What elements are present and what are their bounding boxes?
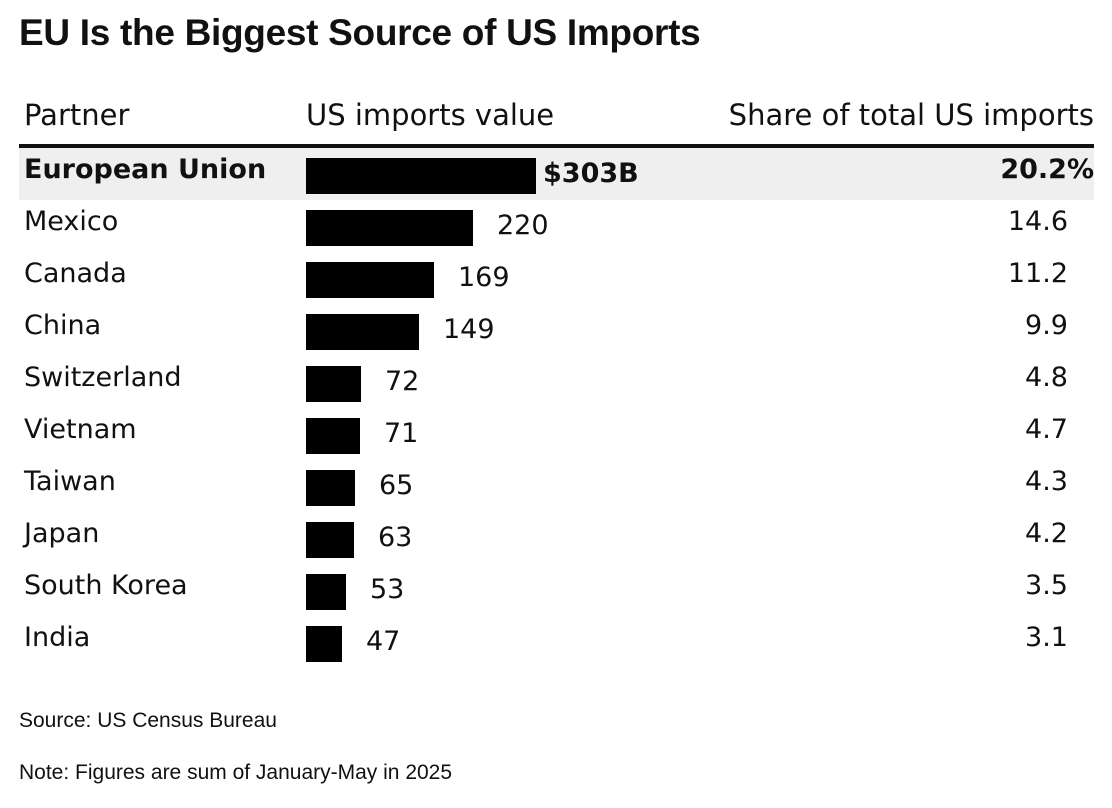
- partner-name: Japan: [24, 518, 100, 549]
- share-value: 3.5: [1025, 570, 1068, 601]
- share-value: 11.2: [1007, 258, 1068, 289]
- value-bar: [306, 262, 434, 298]
- value-label: 47: [366, 626, 401, 657]
- header-value: US imports value: [306, 98, 555, 132]
- share-value: 3.1: [1025, 622, 1068, 653]
- partner-name: China: [24, 310, 102, 341]
- partner-name: European Union: [24, 154, 267, 185]
- share-value: 20.2%: [1000, 154, 1094, 185]
- value-bar: [306, 314, 419, 350]
- value-label: $303B: [543, 158, 639, 189]
- header-share: Share of total US imports: [728, 98, 1094, 132]
- value-label: 71: [384, 418, 419, 449]
- partner-name: Canada: [24, 258, 127, 289]
- table-row: Mexico 220 14.6: [19, 200, 1094, 252]
- table-row: Switzerland 72 4.8: [19, 356, 1094, 408]
- table-row: India 47 3.1: [19, 616, 1094, 668]
- share-value: 4.7: [1025, 414, 1068, 445]
- value-label: 65: [379, 470, 414, 501]
- partner-name: South Korea: [24, 570, 188, 601]
- value-bar: [306, 626, 342, 662]
- header-partner: Partner: [24, 98, 130, 132]
- value-bar: [306, 210, 473, 246]
- value-label: 169: [458, 262, 510, 293]
- value-bar: [306, 366, 361, 402]
- table-row: Japan 63 4.2: [19, 512, 1094, 564]
- share-value: 9.9: [1025, 310, 1068, 341]
- value-bar: [306, 574, 346, 610]
- table-row: South Korea 53 3.5: [19, 564, 1094, 616]
- share-value: 4.2: [1025, 518, 1068, 549]
- partner-name: Switzerland: [24, 362, 182, 393]
- value-label: 149: [443, 314, 495, 345]
- table-row: Vietnam 71 4.7: [19, 408, 1094, 460]
- value-bar: [306, 470, 355, 506]
- share-value: 4.8: [1025, 362, 1068, 393]
- value-bar: [306, 158, 536, 194]
- source-note: Source: US Census Bureau: [19, 709, 277, 732]
- value-label: 72: [385, 366, 420, 397]
- partner-name: Mexico: [24, 206, 119, 237]
- header-rule: [19, 144, 1094, 148]
- value-bar: [306, 418, 360, 454]
- table-row: China 149 9.9: [19, 304, 1094, 356]
- partner-name: India: [24, 622, 91, 653]
- value-label: 220: [497, 210, 549, 241]
- table-row: Canada 169 11.2: [19, 252, 1094, 304]
- partner-name: Taiwan: [24, 466, 116, 497]
- value-bar: [306, 522, 354, 558]
- table-row: Taiwan 65 4.3: [19, 460, 1094, 512]
- value-label: 53: [370, 574, 405, 605]
- share-value: 4.3: [1025, 466, 1068, 497]
- table-row: European Union $303B 20.2%: [19, 148, 1094, 200]
- footnote: Note: Figures are sum of January-May in …: [19, 761, 453, 784]
- share-value: 14.6: [1007, 206, 1068, 237]
- partner-name: Vietnam: [24, 414, 137, 445]
- value-label: 63: [378, 522, 413, 553]
- chart-title: EU Is the Biggest Source of US Imports: [19, 12, 701, 53]
